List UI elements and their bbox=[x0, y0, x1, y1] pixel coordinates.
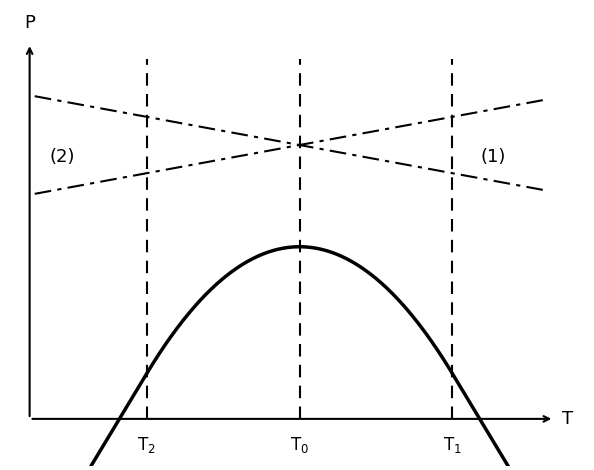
Text: T: T bbox=[562, 410, 573, 428]
Text: (2): (2) bbox=[50, 148, 75, 166]
Text: T$_2$: T$_2$ bbox=[137, 435, 156, 454]
Text: T$_1$: T$_1$ bbox=[443, 435, 462, 454]
Text: P: P bbox=[24, 14, 35, 31]
Text: T$_0$: T$_0$ bbox=[290, 435, 309, 454]
Text: (1): (1) bbox=[481, 148, 505, 166]
